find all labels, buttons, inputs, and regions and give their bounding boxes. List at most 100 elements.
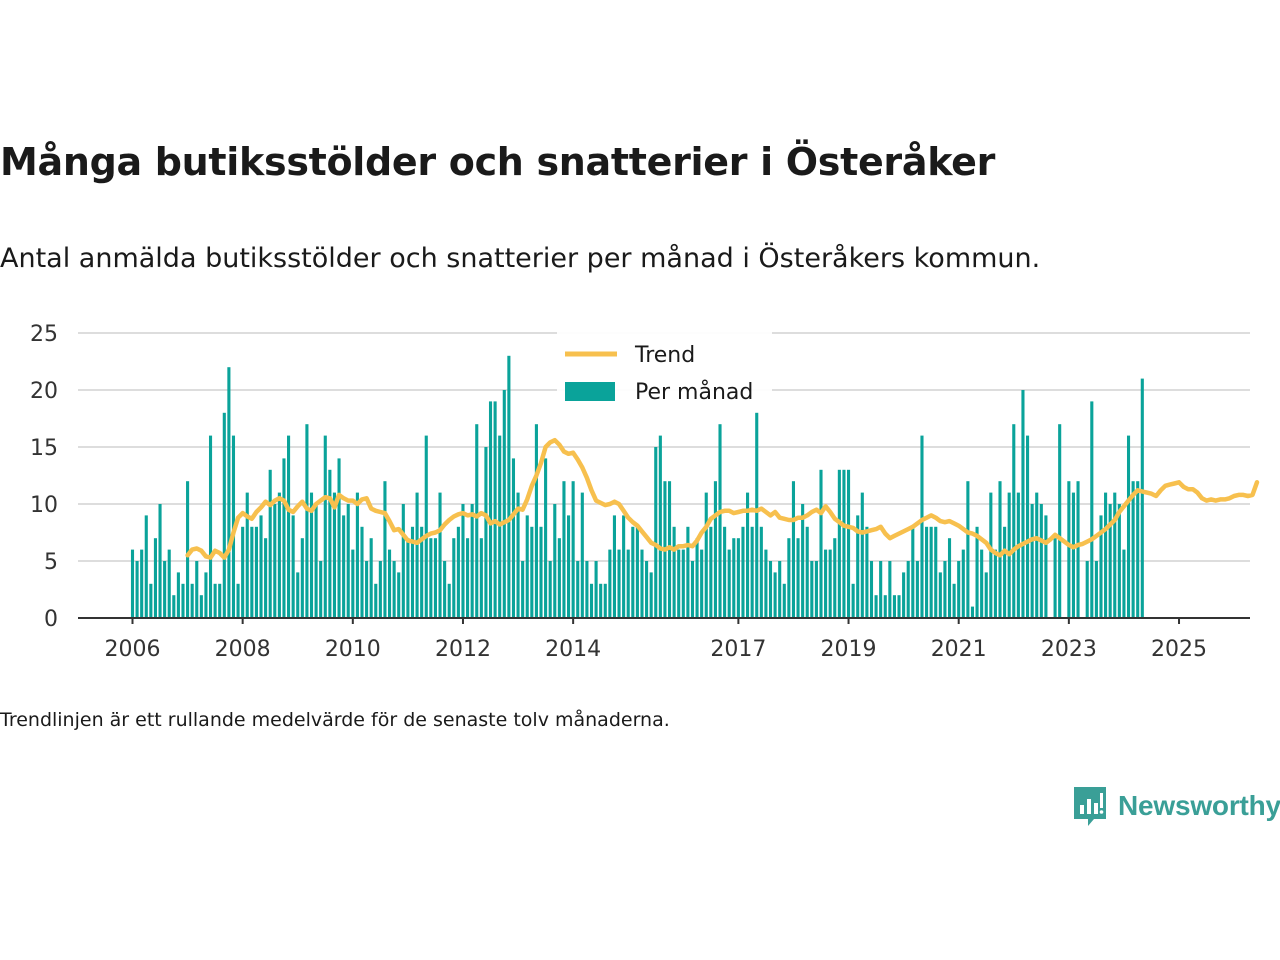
chart-title: Många butiksstölder och snatterier i Öst… bbox=[0, 140, 996, 184]
bar bbox=[1131, 481, 1135, 618]
bar bbox=[713, 481, 717, 618]
bar bbox=[1003, 526, 1007, 618]
bar bbox=[750, 526, 754, 618]
bar bbox=[608, 549, 612, 618]
bar bbox=[892, 595, 896, 618]
bar bbox=[943, 561, 947, 618]
bar bbox=[1136, 481, 1140, 618]
bar bbox=[911, 526, 915, 618]
bar bbox=[805, 526, 809, 618]
bar bbox=[158, 504, 162, 618]
bar bbox=[250, 526, 254, 618]
bar bbox=[548, 561, 552, 618]
bar bbox=[1094, 561, 1098, 618]
bar bbox=[360, 526, 364, 618]
bar bbox=[190, 583, 194, 618]
bar bbox=[677, 549, 681, 618]
bar bbox=[424, 435, 428, 618]
bar bbox=[773, 572, 777, 618]
bar bbox=[1026, 435, 1030, 618]
bar bbox=[851, 583, 855, 618]
bar bbox=[1021, 390, 1025, 618]
bar bbox=[562, 481, 566, 618]
x-tick-label: 2012 bbox=[435, 637, 491, 662]
newsworthy-logo[interactable]: Newsworthy bbox=[1072, 785, 1280, 827]
bar bbox=[525, 515, 529, 618]
bar bbox=[658, 435, 662, 618]
bar bbox=[530, 526, 534, 618]
bar bbox=[617, 549, 621, 618]
bar bbox=[957, 561, 961, 618]
bar bbox=[681, 549, 685, 618]
bar bbox=[387, 549, 392, 618]
bar bbox=[842, 469, 846, 618]
y-tick-label: 5 bbox=[44, 550, 58, 575]
bar bbox=[727, 549, 731, 618]
bar bbox=[929, 526, 933, 618]
bar bbox=[622, 515, 626, 618]
bar bbox=[718, 424, 722, 618]
bar bbox=[980, 549, 984, 618]
y-tick-label: 25 bbox=[30, 322, 58, 347]
bar bbox=[314, 504, 318, 618]
bar bbox=[415, 492, 419, 618]
bar bbox=[787, 538, 791, 618]
bar bbox=[925, 526, 929, 618]
bar bbox=[186, 481, 190, 618]
bar bbox=[837, 469, 841, 618]
bar bbox=[897, 595, 901, 618]
bar bbox=[1044, 515, 1048, 618]
bar bbox=[328, 469, 332, 618]
bar bbox=[433, 538, 437, 618]
bar bbox=[553, 504, 557, 618]
bar bbox=[1122, 549, 1126, 618]
bar bbox=[585, 561, 589, 618]
bar bbox=[589, 583, 594, 618]
bar bbox=[309, 492, 314, 618]
bar bbox=[443, 561, 447, 618]
bar bbox=[626, 549, 630, 618]
bar bbox=[521, 561, 525, 618]
bar bbox=[337, 458, 341, 618]
bar bbox=[599, 583, 603, 618]
bar bbox=[791, 481, 796, 618]
bar bbox=[218, 583, 222, 618]
bar bbox=[172, 595, 176, 618]
y-tick-label: 20 bbox=[30, 379, 58, 404]
bar bbox=[484, 447, 488, 618]
bar bbox=[245, 492, 249, 618]
bar bbox=[1117, 504, 1121, 618]
bar bbox=[365, 561, 369, 618]
bar bbox=[635, 526, 639, 618]
bar bbox=[1067, 481, 1071, 618]
bar bbox=[938, 572, 942, 618]
bar bbox=[135, 561, 139, 618]
legend-trend-label: Trend bbox=[634, 343, 695, 368]
bar bbox=[704, 492, 708, 618]
bar bbox=[998, 481, 1002, 618]
bar bbox=[580, 492, 584, 618]
bar bbox=[723, 526, 727, 618]
bar bbox=[208, 435, 213, 618]
bar bbox=[254, 526, 258, 618]
bar bbox=[355, 492, 359, 618]
bar bbox=[420, 526, 424, 618]
y-tick-label: 0 bbox=[44, 607, 58, 632]
bar bbox=[1140, 378, 1144, 618]
bar bbox=[778, 561, 782, 618]
bar bbox=[645, 561, 649, 618]
bar bbox=[516, 492, 520, 618]
bar bbox=[690, 561, 695, 618]
bar bbox=[268, 469, 272, 618]
bar bbox=[287, 435, 291, 618]
bar bbox=[456, 526, 460, 618]
bar bbox=[961, 549, 965, 618]
bar bbox=[975, 526, 979, 618]
bar bbox=[732, 538, 736, 618]
bar bbox=[374, 583, 378, 618]
legend-bar-label: Per månad bbox=[635, 379, 753, 405]
bar bbox=[879, 561, 883, 618]
bar bbox=[1085, 561, 1089, 618]
bar bbox=[819, 469, 823, 618]
bar bbox=[796, 538, 800, 618]
